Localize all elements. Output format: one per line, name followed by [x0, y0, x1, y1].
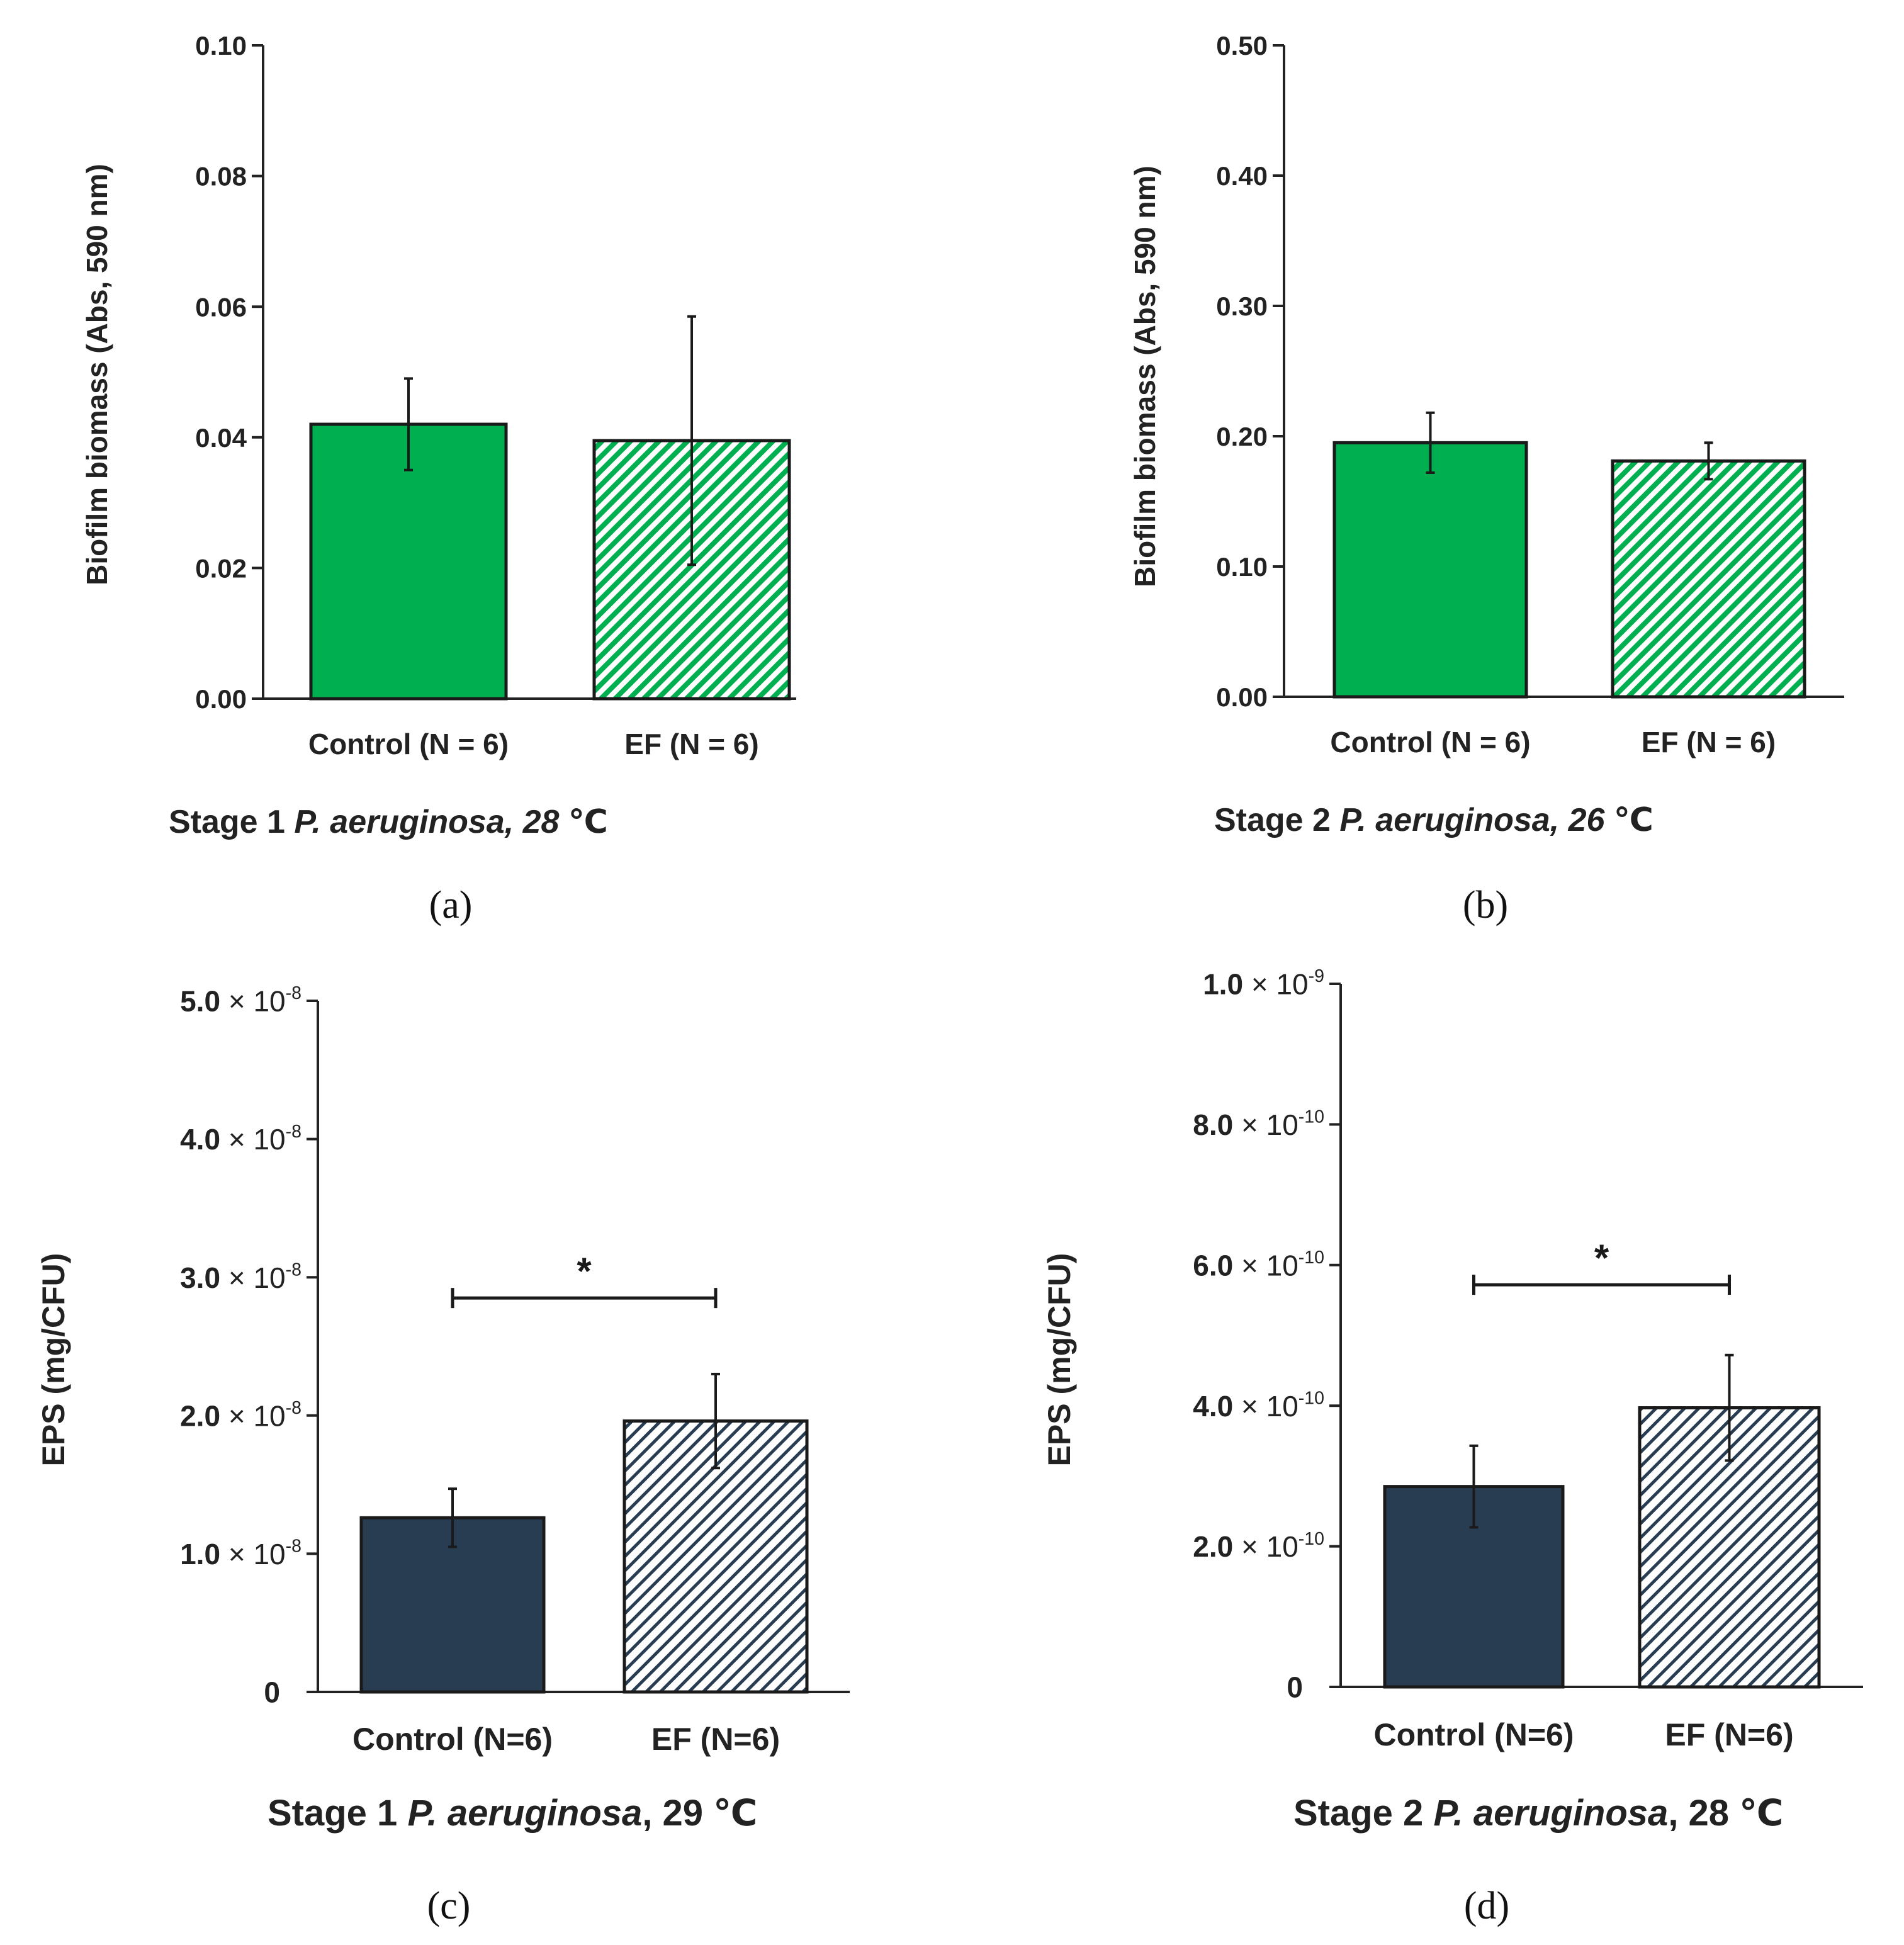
chart-panel-2: 0.00 0.10 0.20 0.30 0.40 0.50 Biofilm biomass … — [1129, 31, 1844, 927]
y-tick-label: 4.0 × 10-8 — [180, 1122, 301, 1156]
title-part: ℃ — [559, 804, 607, 840]
tick-mantissa: 1.0 — [1203, 968, 1243, 1001]
tick-times-ten: × 10 — [220, 985, 286, 1018]
panel-label: (d) — [1464, 1885, 1509, 1927]
y-tick-label: 3.0 × 10-8 — [180, 1260, 301, 1294]
tick-exponent: -8 — [286, 983, 301, 1003]
chart-panel-3: 01.0 × 10-82.0 × 10-83.0 × 10-84.0 × 10-… — [36, 983, 850, 1927]
chart-panel-4: 02.0 × 10-104.0 × 10-106.0 × 10-108.0 × … — [1042, 966, 1863, 1927]
title-part: , 28 ℃ — [1668, 1793, 1783, 1834]
tick-mantissa: 4.0 — [180, 1123, 220, 1156]
tick-mantissa: 8.0 — [1193, 1108, 1233, 1141]
significance-asterisk: * — [577, 1250, 592, 1292]
y-tick-label: 0 — [1287, 1671, 1303, 1704]
tick-mantissa: 5.0 — [180, 985, 220, 1018]
tick-exponent: -8 — [286, 1122, 301, 1142]
tick-mantissa: 2.0 — [180, 1399, 220, 1432]
tick-times-ten: × 10 — [220, 1399, 286, 1432]
tick-exponent: -8 — [286, 1536, 301, 1557]
tick-times-ten: × 10 — [1233, 1249, 1298, 1282]
chart-title: Stage 2 P. aeruginosa, 26 ℃ — [1214, 802, 1653, 838]
category-label: EF (N=6) — [651, 1722, 780, 1757]
tick-times-ten: × 10 — [220, 1123, 286, 1156]
chart-title: Stage 2 P. aeruginosa, 28 ℃ — [1293, 1793, 1783, 1834]
tick-exponent: -10 — [1298, 1107, 1324, 1127]
chart-title: Stage 1 P. aeruginosa, 28 ℃ — [169, 804, 608, 840]
title-part: Stage 1 — [169, 804, 294, 840]
y-tick-label: 4.0 × 10-10 — [1193, 1388, 1324, 1422]
panel-label: (b) — [1463, 884, 1508, 927]
category-label: Control (N = 6) — [308, 728, 509, 760]
y-tick-label: 0.08 — [195, 162, 247, 191]
y-tick-label: 1.0 × 10-9 — [1203, 966, 1324, 1000]
y-axis-label: Biofilm biomass (Abs, 590 nm) — [1129, 166, 1161, 587]
category-label: EF (N = 6) — [1642, 726, 1776, 758]
bar-ef — [1611, 459, 1806, 699]
chart-title: Stage 1 P. aeruginosa, 29 ℃ — [268, 1793, 757, 1834]
y-axis-label: EPS (mg/CFU) — [1042, 1253, 1077, 1467]
y-tick-label: 0.00 — [195, 684, 247, 714]
y-tick-label: 8.0 × 10-10 — [1193, 1107, 1324, 1141]
category-label: EF (N = 6) — [624, 728, 758, 760]
category-label: Control (N=6) — [352, 1722, 553, 1757]
y-tick-label: 0.00 — [1216, 682, 1268, 712]
title-part: Stage 2 — [1293, 1793, 1433, 1834]
y-tick-label: 2.0 × 10-10 — [1193, 1529, 1324, 1563]
title-part: , 29 ℃ — [642, 1793, 757, 1834]
category-label: Control (N=6) — [1373, 1717, 1574, 1752]
tick-exponent: -8 — [286, 1260, 301, 1280]
y-tick-label: 0.40 — [1216, 161, 1268, 191]
tick-times-ten: × 10 — [220, 1261, 286, 1294]
significance-asterisk: * — [1594, 1237, 1609, 1279]
tick-times-ten: × 10 — [1243, 968, 1309, 1001]
y-tick-label: 0.04 — [195, 423, 247, 453]
tick-exponent: -9 — [1309, 966, 1324, 986]
y-tick-label: 0.10 — [1216, 552, 1268, 582]
y-tick-label: 1.0 × 10-8 — [180, 1536, 301, 1570]
title-italic-part: P. aeruginosa — [407, 1793, 642, 1834]
y-tick-label: 0.50 — [1216, 31, 1268, 60]
y-tick-label: 5.0 × 10-8 — [180, 983, 301, 1017]
tick-mantissa: 2.0 — [1193, 1530, 1233, 1563]
tick-mantissa: 3.0 — [180, 1261, 220, 1294]
panel-label: (a) — [429, 884, 473, 927]
tick-mantissa: 4.0 — [1193, 1390, 1233, 1423]
y-tick-label: 6.0 × 10-10 — [1193, 1248, 1324, 1282]
y-tick-label: 2.0 × 10-8 — [180, 1398, 301, 1432]
tick-exponent: -10 — [1298, 1388, 1324, 1408]
tick-times-ten: × 10 — [1233, 1108, 1298, 1141]
panel-label: (c) — [427, 1885, 471, 1927]
bar-control — [1332, 441, 1528, 699]
tick-exponent: -8 — [286, 1398, 301, 1418]
title-part: Stage 2 — [1214, 802, 1339, 838]
y-axis-label: EPS (mg/CFU) — [36, 1253, 71, 1467]
tick-times-ten: × 10 — [1233, 1530, 1298, 1563]
tick-exponent: -10 — [1298, 1248, 1324, 1268]
bar-ef — [622, 1419, 809, 1694]
title-italic-part: P. aeruginosa — [1433, 1793, 1668, 1834]
chart-panel-1: 0.00 0.02 0.04 0.06 0.08 0.10 Biofilm biomass … — [81, 31, 796, 927]
y-tick-label: 0.30 — [1216, 291, 1268, 321]
y-tick-label: 0.02 — [195, 554, 247, 584]
title-italic-part: P. aeruginosa, 26 — [1339, 802, 1605, 838]
title-italic-part: P. aeruginosa, 28 — [294, 804, 559, 840]
tick-times-ten: × 10 — [1233, 1390, 1298, 1423]
y-tick-label: 0 — [264, 1676, 280, 1709]
tick-times-ten: × 10 — [220, 1538, 286, 1570]
tick-mantissa: 6.0 — [1193, 1249, 1233, 1282]
category-label: Control (N = 6) — [1330, 726, 1530, 758]
y-axis-label: Biofilm biomass (Abs, 590 nm) — [81, 164, 113, 585]
y-tick-label: 0.20 — [1216, 422, 1268, 451]
title-part: ℃ — [1604, 802, 1653, 838]
tick-exponent: -10 — [1298, 1529, 1324, 1549]
y-tick-label: 0.06 — [195, 292, 247, 322]
y-tick-label: 0.10 — [195, 31, 247, 60]
tick-mantissa: 1.0 — [180, 1538, 220, 1570]
title-part: Stage 1 — [268, 1793, 407, 1834]
category-label: EF (N=6) — [1665, 1717, 1793, 1752]
